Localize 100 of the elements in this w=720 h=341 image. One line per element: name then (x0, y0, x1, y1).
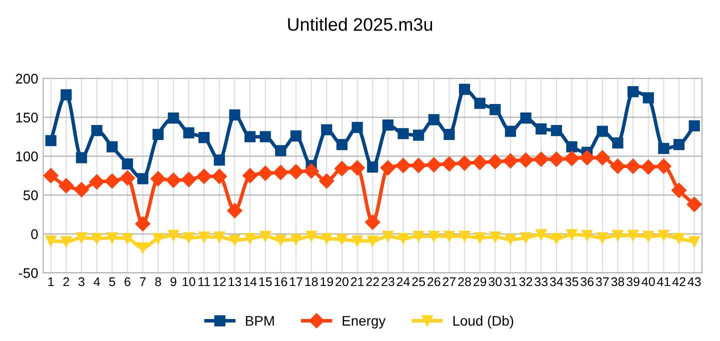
point (367, 235, 378, 246)
point (89, 174, 104, 190)
point (106, 232, 118, 244)
x-tick-label: 8 (155, 277, 162, 286)
y-tick-label: 150 (16, 112, 38, 122)
point (534, 152, 549, 167)
point (628, 86, 639, 98)
point (304, 163, 319, 179)
point (227, 203, 242, 218)
x-tick-label: 4 (94, 277, 100, 286)
point (536, 123, 547, 135)
point (290, 130, 302, 142)
point (260, 131, 271, 142)
x-tick-label: 39 (626, 277, 640, 286)
point (566, 141, 578, 152)
point (321, 124, 332, 136)
point (137, 173, 148, 184)
point (658, 142, 670, 154)
x-tick-label: 37 (596, 277, 609, 286)
point (120, 170, 136, 186)
point (398, 128, 409, 140)
point (380, 160, 396, 176)
x-tick-label: 21 (350, 277, 364, 286)
point (260, 230, 271, 242)
point (504, 126, 516, 137)
point (628, 230, 639, 242)
point (74, 182, 90, 198)
point (413, 230, 424, 242)
point (596, 126, 608, 137)
point (625, 158, 641, 174)
point (229, 234, 240, 246)
point (198, 132, 210, 144)
x-tick-label: 13 (228, 277, 242, 286)
point (275, 234, 286, 246)
x-tick-label: 5 (109, 277, 116, 286)
x-tick-label: 3 (78, 277, 84, 286)
point (640, 159, 656, 175)
x-tick-label: 40 (642, 277, 655, 286)
x-tick-label: 32 (519, 277, 532, 286)
point (321, 233, 332, 244)
x-tick-label: 25 (412, 277, 425, 286)
point (334, 161, 350, 176)
point (612, 230, 624, 242)
point (458, 84, 470, 95)
point (352, 235, 363, 246)
point (181, 172, 196, 188)
x-tick-label: 14 (244, 277, 257, 286)
point (336, 138, 348, 150)
point (688, 120, 700, 132)
point (658, 230, 670, 242)
x-tick-label: 31 (504, 277, 517, 286)
point (474, 98, 486, 109)
x-tick-label: 19 (320, 277, 333, 286)
point (472, 154, 488, 170)
x-tick-label: 6 (124, 277, 130, 286)
point (428, 230, 440, 242)
point (319, 173, 334, 189)
point (396, 158, 411, 174)
point (550, 233, 562, 244)
point (166, 172, 181, 188)
point (444, 128, 455, 140)
point (367, 162, 378, 173)
point (518, 152, 534, 168)
point (456, 156, 472, 171)
point (352, 122, 363, 133)
point (428, 114, 440, 126)
point (152, 233, 164, 244)
point (168, 112, 179, 124)
point (273, 164, 288, 180)
legend-label: Energy (342, 316, 386, 328)
point (458, 230, 470, 242)
point (306, 230, 317, 242)
point (444, 230, 455, 242)
x-tick-label: 18 (305, 277, 318, 286)
point (183, 232, 194, 244)
x-tick-label: 38 (611, 277, 624, 286)
point (106, 141, 118, 152)
x-tick-label: 35 (565, 277, 578, 286)
point (673, 138, 685, 150)
point (212, 168, 227, 184)
legend-label: Loud (Db) (453, 316, 514, 328)
point (642, 230, 654, 242)
point (198, 231, 210, 243)
x-tick-label: 41 (657, 277, 670, 286)
point (686, 196, 702, 212)
legend-label: BPM (246, 316, 274, 326)
point (76, 232, 88, 244)
point (656, 158, 672, 174)
point (150, 171, 166, 186)
point (398, 233, 409, 244)
point (137, 242, 148, 254)
x-tick-label: 42 (672, 277, 686, 286)
point (564, 150, 580, 166)
point (410, 158, 426, 174)
point (135, 216, 150, 232)
x-tick-label: 20 (336, 277, 348, 286)
x-tick-label: 7 (140, 277, 146, 286)
point (413, 130, 424, 141)
point (242, 168, 258, 184)
point (612, 137, 624, 149)
